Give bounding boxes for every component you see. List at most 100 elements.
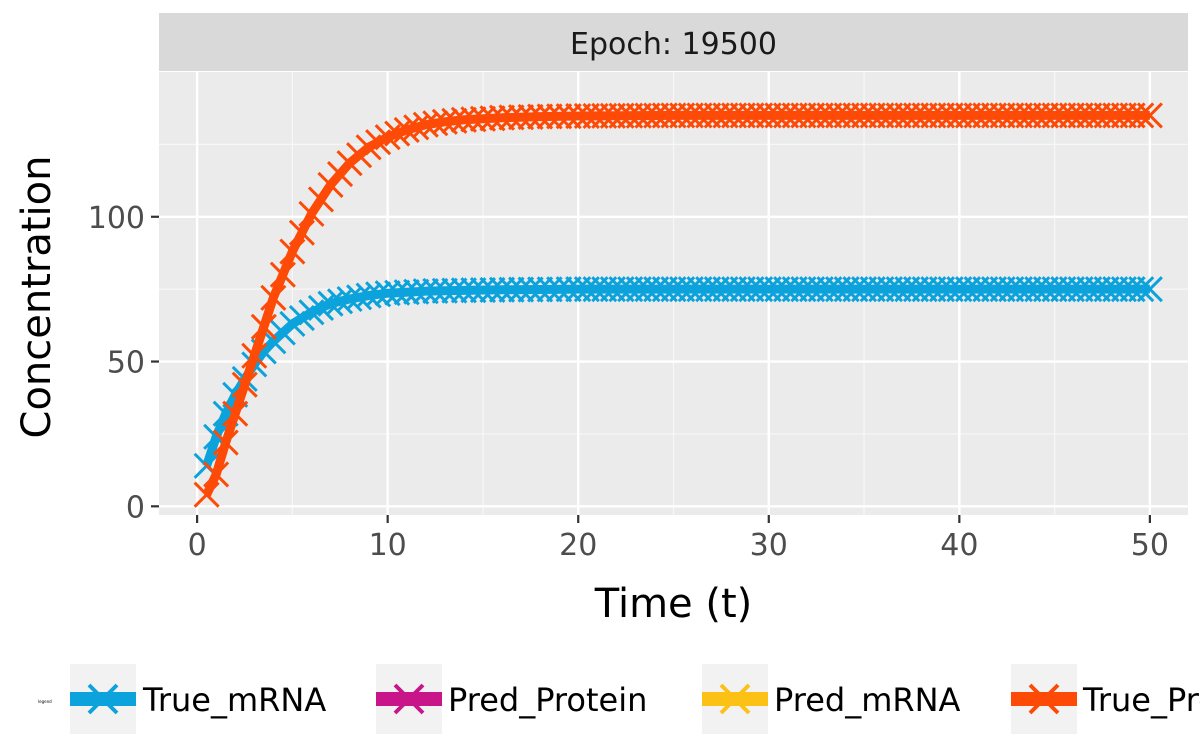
facet-strip: Epoch: 19500 bbox=[159, 13, 1188, 71]
point-marker-true-mrna-stroke-b bbox=[507, 276, 535, 303]
x-tick-label: 40 bbox=[940, 528, 978, 563]
point-marker-true-mrna bbox=[527, 276, 554, 303]
axis-ticks bbox=[151, 215, 1151, 523]
x-axis-tick-labels: 0 10 20 30 40 50 bbox=[188, 528, 1169, 563]
point-marker-true-mrna bbox=[422, 277, 449, 305]
point-marker-true-protein bbox=[384, 120, 411, 147]
point-marker-true-protein-stroke-b bbox=[231, 371, 258, 398]
point-marker-true-mrna bbox=[450, 277, 477, 304]
point-marker-true-protein-stroke-b bbox=[260, 284, 287, 311]
point-marker-true-protein bbox=[393, 116, 420, 143]
point-marker-true-mrna-stroke-b bbox=[450, 277, 477, 304]
point-marker-true-mrna-stroke-b bbox=[336, 285, 363, 313]
point-marker-true-protein bbox=[241, 342, 268, 369]
x-tick-label: 20 bbox=[559, 528, 597, 563]
y-axis-title: Concentration bbox=[14, 156, 60, 439]
point-marker-true-protein-stroke-b bbox=[374, 124, 401, 151]
point-marker-true-protein bbox=[298, 200, 325, 227]
point-marker-true-mrna bbox=[469, 276, 497, 304]
point-marker-true-protein bbox=[231, 371, 258, 398]
point-marker-true-protein bbox=[193, 481, 220, 508]
point-marker-true-protein-stroke-b bbox=[393, 116, 420, 143]
point-marker-true-protein bbox=[507, 104, 535, 131]
x-tick-label: 0 bbox=[188, 528, 207, 563]
point-marker-true-protein-stroke-b bbox=[450, 106, 477, 133]
point-marker-true-protein bbox=[527, 103, 554, 130]
legend-key-marker bbox=[1028, 683, 1060, 715]
y-tick-label: 0 bbox=[126, 490, 145, 525]
point-marker-true-mrna-stroke-b bbox=[384, 279, 411, 306]
point-marker-true-mrna-stroke-b bbox=[1136, 276, 1163, 303]
legend-item-pred-protein: Pred_Protein bbox=[376, 664, 647, 734]
legend-item-true-mrna: True_mRNA bbox=[70, 664, 326, 734]
point-marker-true-mrna-stroke-b bbox=[393, 279, 420, 306]
point-marker-true-mrna-stroke-b bbox=[203, 423, 230, 450]
point-marker-true-protein-stroke-b bbox=[488, 104, 516, 131]
point-marker-true-mrna-stroke-b bbox=[307, 294, 335, 322]
point-marker-true-protein bbox=[279, 238, 306, 265]
point-marker-true-mrna bbox=[431, 277, 458, 304]
point-marker-true-mrna-stroke-b bbox=[355, 282, 382, 309]
point-marker-true-mrna bbox=[441, 277, 468, 304]
point-marker-true-protein-stroke-b bbox=[1136, 102, 1163, 129]
point-marker-true-mrna-stroke-b bbox=[479, 276, 506, 303]
x-tick-label: 10 bbox=[369, 528, 407, 563]
point-marker-true-protein bbox=[250, 313, 277, 340]
point-marker-true-protein bbox=[203, 461, 230, 488]
point-marker-true-mrna bbox=[488, 276, 516, 303]
legend-key-marker-stroke-b bbox=[393, 683, 425, 715]
point-marker-true-mrna bbox=[298, 299, 325, 326]
series-true-protein bbox=[193, 102, 1163, 508]
legend-label: True_Protein bbox=[1082, 681, 1200, 719]
legend-label: Pred_Protein bbox=[448, 681, 647, 719]
point-marker-true-protein bbox=[212, 429, 239, 456]
point-marker-true-mrna-stroke-b bbox=[422, 277, 449, 305]
point-marker-true-mrna-stroke-b bbox=[403, 278, 430, 305]
point-marker-true-protein-stroke-b bbox=[507, 104, 535, 131]
x-axis-title: Time (t) bbox=[594, 581, 753, 627]
point-marker-true-protein bbox=[536, 103, 563, 130]
point-marker-true-protein-stroke-b bbox=[203, 461, 230, 488]
point-marker-true-protein-stroke-b bbox=[241, 342, 268, 369]
point-marker-true-protein bbox=[288, 219, 315, 246]
point-marker-true-mrna bbox=[1136, 276, 1163, 303]
point-marker-true-mrna-stroke-b bbox=[431, 277, 458, 304]
facet-strip-background bbox=[159, 13, 1188, 71]
series-markers-true-mrna bbox=[193, 276, 1163, 479]
legend-key-marker-stroke-b bbox=[1028, 683, 1060, 715]
point-marker-true-mrna-stroke-b bbox=[374, 280, 401, 307]
legend-key-marker bbox=[393, 683, 425, 715]
point-marker-true-mrna bbox=[307, 294, 335, 322]
point-marker-true-mrna bbox=[403, 278, 430, 305]
point-marker-true-mrna bbox=[460, 277, 487, 304]
point-marker-true-mrna-stroke-b bbox=[498, 276, 525, 303]
point-marker-true-protein bbox=[374, 124, 401, 151]
series-layer bbox=[193, 102, 1163, 508]
legend-item-pred-mrna: Pred_mRNA bbox=[702, 664, 961, 734]
legend-key-marker bbox=[87, 683, 119, 715]
point-marker-true-protein-stroke-b bbox=[479, 105, 506, 132]
point-marker-true-protein-stroke-b bbox=[193, 481, 220, 508]
point-marker-true-mrna bbox=[412, 278, 439, 305]
point-marker-true-protein bbox=[517, 103, 544, 130]
point-marker-true-protein-stroke-b bbox=[422, 110, 449, 137]
legend-key-marker bbox=[719, 683, 751, 715]
point-marker-true-protein-stroke-b bbox=[279, 238, 306, 265]
point-marker-true-mrna bbox=[498, 276, 525, 303]
point-marker-true-protein-stroke-b bbox=[546, 103, 573, 130]
legend: legend True_mRNA Pred_Protein Pred_mRNA Tru… bbox=[38, 664, 1200, 734]
point-marker-true-mrna-stroke-b bbox=[365, 281, 392, 308]
point-marker-true-mrna-stroke-b bbox=[441, 277, 468, 304]
point-marker-true-protein-stroke-b bbox=[222, 400, 249, 427]
point-marker-true-protein-stroke-b bbox=[555, 103, 582, 130]
point-marker-true-protein bbox=[546, 103, 573, 130]
legend-key-marker-stroke-b bbox=[87, 683, 119, 715]
legend-title: legend bbox=[38, 699, 52, 704]
point-marker-true-mrna-stroke-b bbox=[326, 288, 354, 315]
legend-label: True_mRNA bbox=[142, 681, 326, 719]
point-marker-true-mrna bbox=[507, 276, 535, 303]
point-marker-true-protein bbox=[1136, 102, 1163, 129]
point-marker-true-protein-stroke-b bbox=[1128, 102, 1155, 129]
series-markers-true-protein bbox=[193, 102, 1163, 508]
point-marker-true-protein-stroke-b bbox=[498, 104, 525, 131]
